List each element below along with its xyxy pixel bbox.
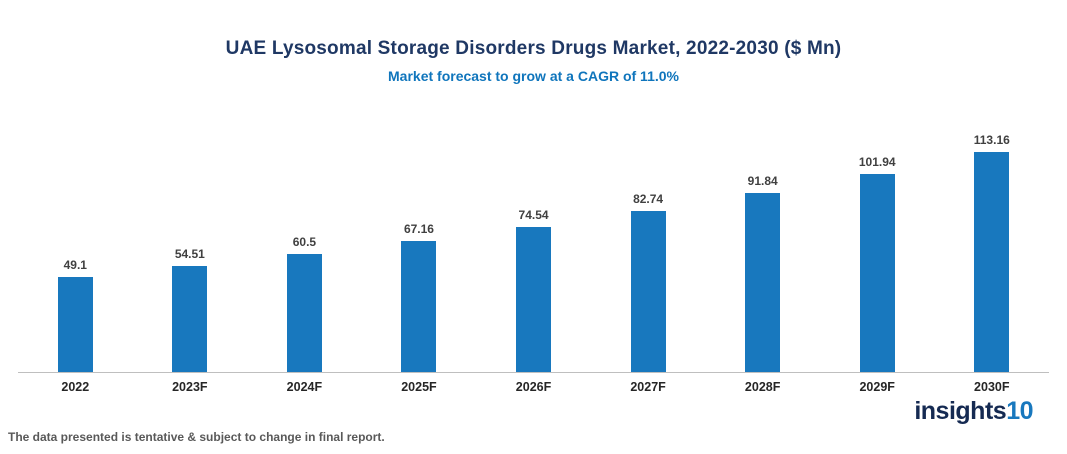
bar-chart: 49.1 54.51 60.5 67.16 74.54 82.74 91.84 101.94 1… (18, 118, 1049, 394)
bar-value-label: 113.16 (973, 133, 1010, 147)
x-axis-label-2025F: 2025F (401, 380, 437, 394)
bar-column-2029F: 101.94 (820, 155, 935, 372)
bar-value-label: 82.74 (633, 192, 664, 206)
bar-column-2028F: 91.84 (705, 174, 820, 372)
footer-disclaimer: The data presented is tentative & subjec… (8, 430, 385, 444)
bar-value-label: 91.84 (747, 174, 778, 188)
x-axis-label-2028F: 2028F (744, 380, 781, 394)
bar-2024F (286, 254, 322, 372)
bar-value-label: 54.51 (174, 247, 205, 261)
bar-2023F (172, 266, 208, 372)
x-axis-label-2027F: 2027F (630, 380, 666, 394)
bar-value-label: 49.1 (63, 258, 87, 272)
bar-column-2022: 49.1 (18, 258, 133, 372)
chart-subtitle: Market forecast to grow at a CAGR of 11.… (388, 68, 679, 84)
bar-column-2026F: 74.54 (476, 208, 591, 372)
logo-text-main: insights (914, 397, 1007, 425)
bar-column-2023F: 54.51 (133, 247, 248, 372)
bar-value-label: 60.5 (292, 235, 317, 249)
bar-2025F (401, 241, 437, 372)
bar-2030F (974, 152, 1010, 372)
bar-value-label: 101.94 (858, 155, 896, 169)
x-axis-label-2030F: 2030F (974, 380, 1010, 394)
bar-column-2025F: 67.16 (362, 222, 477, 372)
bar-2022 (57, 277, 93, 372)
bar-2027F (630, 211, 666, 372)
insights10-logo: insights10 (914, 397, 1033, 426)
x-axis-label-2022: 2022 (61, 380, 90, 394)
chart-title: UAE Lysosomal Storage Disorders Drugs Ma… (225, 38, 842, 59)
bar-2029F (859, 174, 895, 372)
bars-area: 49.1 54.51 60.5 67.16 74.54 82.74 91.84 101.94 1… (18, 118, 1049, 373)
x-axis-label-2029F: 2029F (859, 380, 895, 394)
logo-text-suffix: 10 (1006, 397, 1033, 425)
bar-value-label: 74.54 (518, 208, 549, 222)
bar-column-2030F: 113.16 (935, 133, 1050, 372)
bar-2028F (745, 193, 781, 372)
x-axis-label-2023F: 2023F (172, 380, 208, 394)
x-axis-label-2026F: 2026F (515, 380, 552, 394)
bar-column-2027F: 82.74 (591, 192, 706, 372)
x-axis-labels: 2022 2023F 2024F 2025F 2026F 2027F 2028F 2029F 2… (18, 380, 1049, 394)
x-axis-label-2024F: 2024F (286, 380, 323, 394)
bar-column-2024F: 60.5 (247, 235, 362, 372)
bar-2026F (516, 227, 552, 372)
bar-value-label: 67.16 (403, 222, 434, 236)
